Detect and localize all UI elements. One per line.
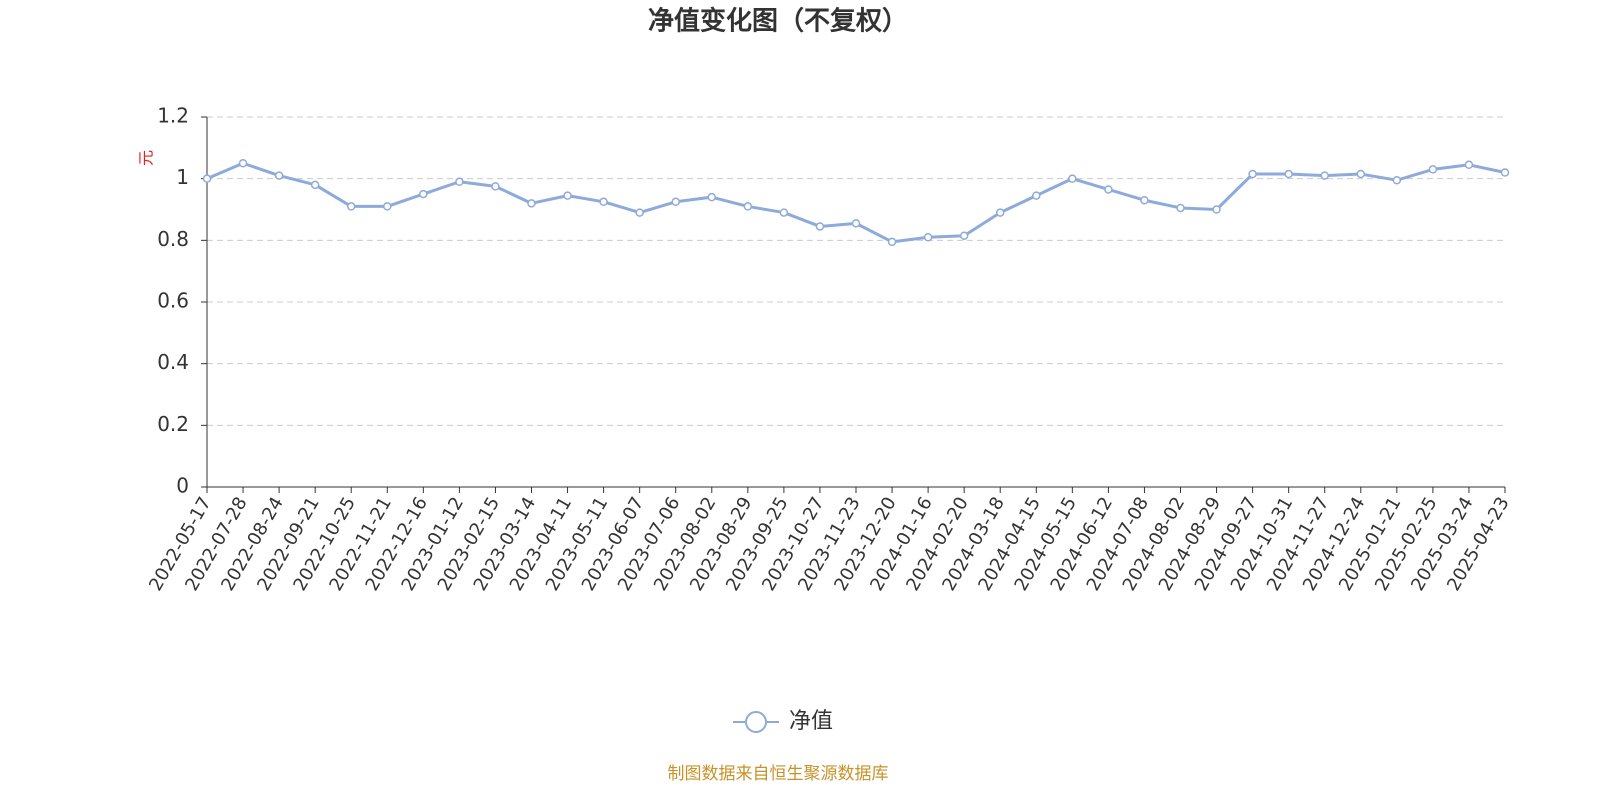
data-point [491,182,500,191]
data-point [671,197,680,207]
data-point [1104,185,1113,194]
chart-title: 净值变化图（不复权） [648,6,908,37]
data-point [995,208,1005,217]
y-tick-label: 0.6 [157,289,189,313]
data-point [959,231,969,240]
data-point [563,191,572,200]
data-point [1428,165,1438,174]
data-point [202,174,212,183]
y-tick-label: 0.2 [157,412,189,436]
data-point [1068,174,1077,183]
data-point [1356,169,1366,179]
data-point [455,177,464,186]
legend-marker [745,711,767,733]
data-point [1212,205,1221,214]
y-tick-label: 0.8 [157,227,189,251]
data-point [1284,169,1293,179]
y-tick-label: 0.4 [157,350,189,374]
data-point [887,237,897,247]
y-tick-label: 0 [176,474,189,498]
data-point [851,219,861,228]
data-point [1140,196,1149,205]
data-point [779,208,789,217]
data-point [1032,191,1041,200]
data-point [1248,169,1257,179]
data-point [238,159,248,168]
data-point [707,192,717,202]
data-point [274,171,284,180]
source-note: 制图数据来自恒生聚源数据库 [668,764,889,784]
y-tick-label: 1 [176,165,189,189]
data-point [527,199,536,208]
data-point [1320,171,1329,180]
y-tick-label: 1.2 [157,104,189,128]
data-point [923,233,933,242]
y-axis-label: 元 [137,150,156,166]
data-point [599,197,608,207]
data-point [1176,203,1185,213]
data-point [383,202,392,211]
data-point [635,208,644,217]
legend-label: 净值 [789,709,833,734]
data-point [310,180,320,190]
data-line [206,161,1506,244]
data-point [1464,160,1474,170]
data-point [346,202,356,211]
data-point [419,189,428,199]
data-point [743,202,753,211]
data-point [1392,175,1402,185]
data-point [815,222,825,231]
data-point [1500,168,1510,177]
